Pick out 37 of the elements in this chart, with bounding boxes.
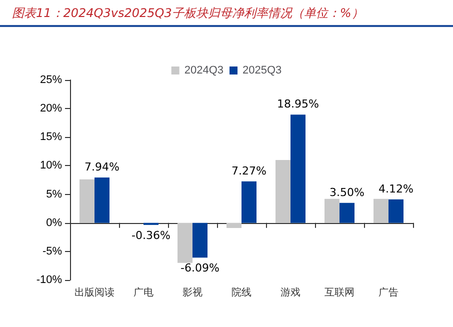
- bar: [276, 160, 290, 223]
- chart-title: 图表11：2024Q3vs2025Q3子板块归母净利率情况（单位：%）: [0, 0, 453, 27]
- y-tick-label: 5%: [46, 188, 62, 200]
- bar: [192, 222, 208, 258]
- y-tick-label: 15%: [40, 131, 62, 144]
- bar: [340, 202, 354, 223]
- y-tick-label: 25%: [40, 74, 62, 86]
- data-label: 4.12%: [378, 182, 414, 196]
- x-tick-label: 影视: [182, 286, 202, 298]
- bar: [94, 177, 110, 223]
- data-label: 18.95%: [277, 98, 319, 111]
- bar: [374, 198, 388, 223]
- data-label: 7.94%: [84, 160, 120, 174]
- x-tick-label: 广告: [378, 286, 398, 298]
- y-tick-label: 20%: [40, 102, 62, 115]
- data-label: -0.36%: [132, 228, 170, 242]
- x-tick-label: 游戏: [280, 286, 300, 298]
- y-tick-label: 10%: [40, 160, 62, 172]
- x-tick-label: 出版阅读: [74, 286, 114, 298]
- y-tick-label: -10%: [36, 274, 62, 286]
- x-tick-label: 院线: [232, 286, 252, 298]
- bar: [80, 179, 94, 223]
- bar: [178, 222, 192, 263]
- y-tick-label: -5%: [42, 245, 62, 258]
- data-label: 3.50%: [330, 186, 364, 199]
- bar: [324, 198, 340, 223]
- bar: [388, 199, 404, 223]
- legend-label: 2024Q3: [184, 64, 224, 76]
- x-tick-label: 广电: [134, 286, 154, 298]
- bar: [242, 181, 256, 223]
- legend-label: 2025Q3: [242, 64, 282, 76]
- bar: [290, 114, 306, 223]
- data-label: -6.09%: [180, 262, 220, 275]
- data-label: 7.27%: [232, 164, 266, 178]
- y-tick-label: 0%: [46, 216, 62, 229]
- bar: [226, 222, 242, 228]
- x-tick-label: 互联网: [324, 286, 354, 298]
